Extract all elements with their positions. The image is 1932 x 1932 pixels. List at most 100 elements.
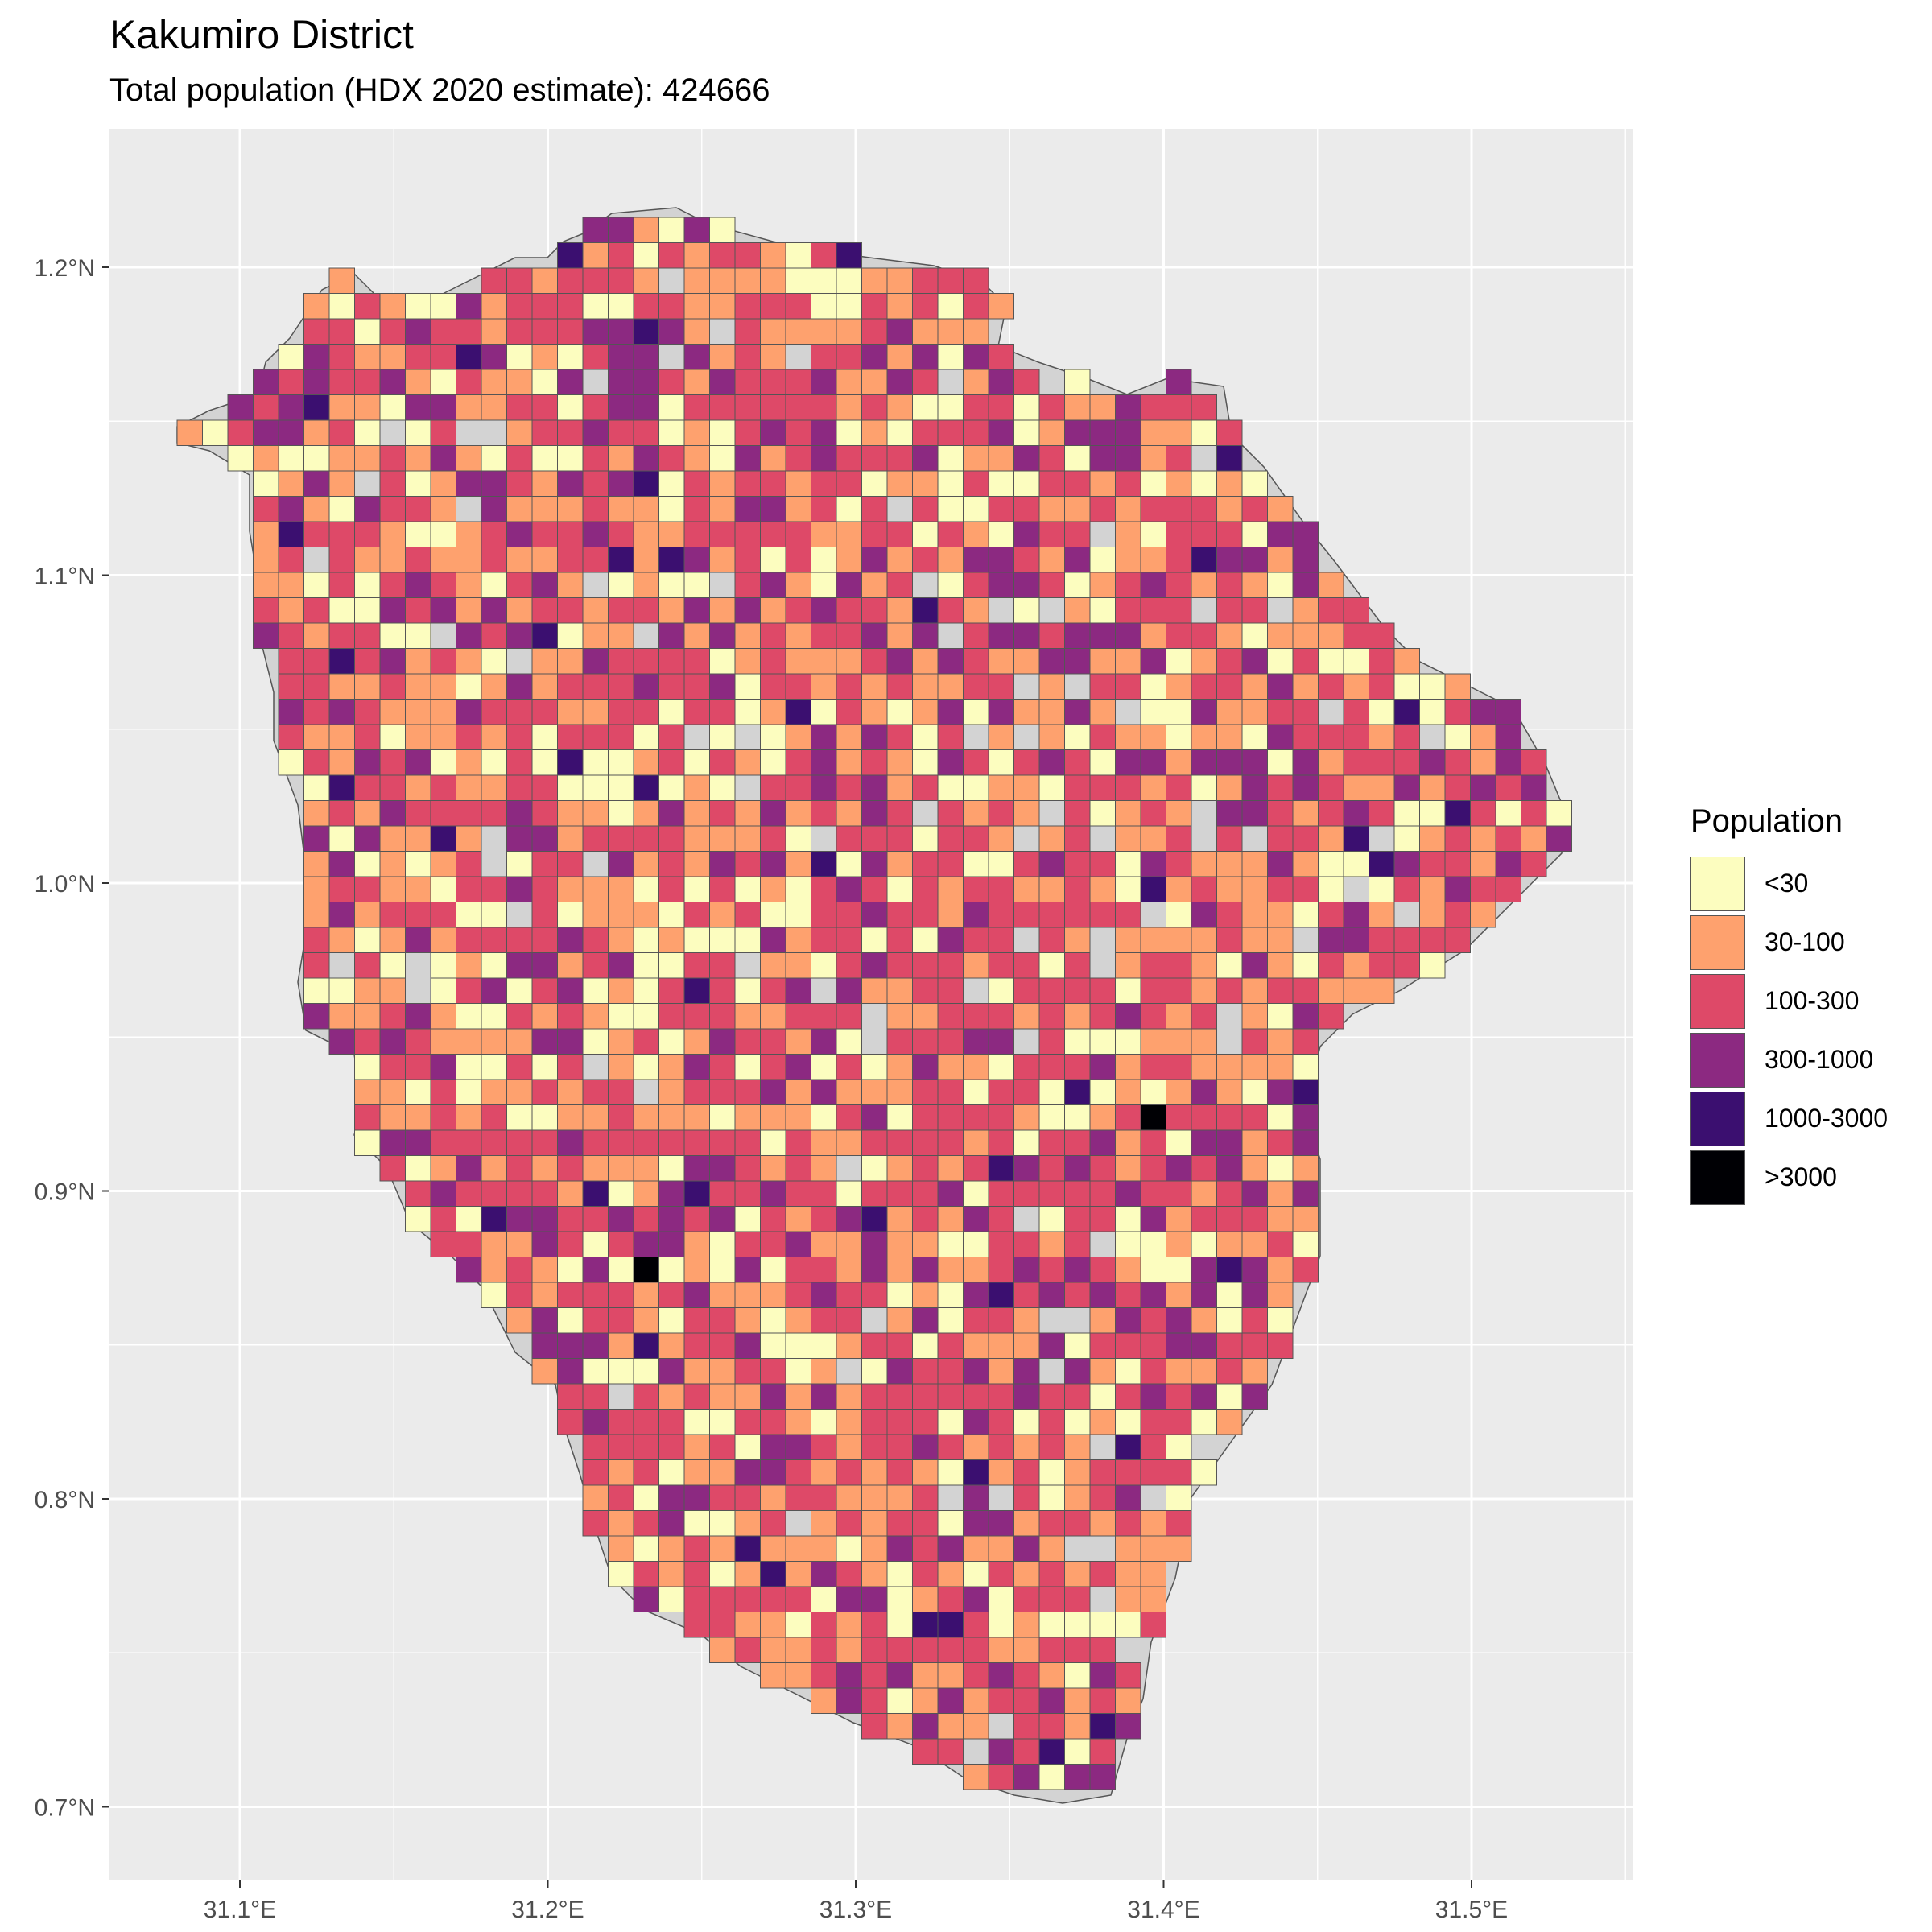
population-cell — [988, 1383, 1014, 1410]
population-cell — [963, 825, 989, 852]
population-cell — [430, 597, 456, 624]
population-cell — [1267, 1307, 1294, 1334]
population-cell — [734, 749, 761, 776]
population-cell — [937, 572, 964, 598]
population-cell — [1191, 521, 1217, 547]
population-cell — [760, 1612, 786, 1638]
population-cell — [379, 547, 406, 573]
population-cell — [836, 1206, 862, 1232]
population-cell — [709, 1484, 736, 1511]
population-cell — [658, 851, 685, 877]
population-cell — [861, 1434, 888, 1460]
population-cell — [1064, 1510, 1091, 1537]
population-cell — [481, 1282, 507, 1308]
population-cell — [861, 572, 888, 598]
population-cell — [785, 724, 811, 750]
population-cell — [709, 927, 736, 953]
population-cell — [1216, 724, 1243, 750]
population-cell — [963, 749, 989, 776]
population-cell — [709, 267, 736, 294]
population-cell — [1166, 902, 1192, 928]
population-cell — [1166, 1383, 1192, 1410]
population-cell — [912, 293, 939, 320]
population-cell — [760, 1231, 786, 1257]
population-cell — [709, 622, 736, 649]
population-cell — [405, 825, 431, 852]
population-cell — [886, 648, 913, 675]
population-cell — [481, 800, 507, 827]
population-cell — [760, 1104, 786, 1131]
population-cell — [811, 724, 837, 750]
population-cell — [937, 1079, 964, 1105]
population-cell — [785, 774, 811, 801]
population-cell — [1368, 927, 1395, 953]
population-cell — [253, 521, 279, 547]
population-cell — [1140, 1206, 1166, 1232]
population-cell — [608, 496, 634, 522]
population-cell — [1013, 800, 1040, 827]
population-cell — [1115, 1028, 1141, 1055]
population-cell — [430, 369, 456, 395]
population-cell — [658, 774, 685, 801]
population-cell — [405, 876, 431, 902]
population-cell — [886, 1637, 913, 1663]
population-cell — [734, 1637, 761, 1663]
population-cell — [456, 1231, 482, 1257]
population-cell — [811, 242, 837, 269]
population-cell — [1089, 622, 1116, 649]
population-cell — [1064, 1180, 1091, 1207]
population-cell — [937, 902, 964, 928]
population-cell — [836, 1662, 862, 1689]
population-cell — [937, 749, 964, 776]
population-cell — [760, 1129, 786, 1156]
population-cell — [456, 597, 482, 624]
population-cell — [1267, 648, 1294, 675]
population-cell — [506, 673, 533, 700]
population-cell — [506, 470, 533, 497]
population-cell — [328, 445, 355, 472]
population-cell — [1393, 724, 1420, 750]
population-cell — [1064, 369, 1091, 395]
population-cell — [709, 1054, 736, 1080]
population-cell — [1013, 1409, 1040, 1435]
population-cell — [1038, 749, 1065, 776]
population-cell — [886, 1155, 913, 1182]
population-cell — [430, 927, 456, 953]
population-cell — [861, 1206, 888, 1232]
population-cell — [963, 1180, 989, 1207]
population-cell — [886, 318, 913, 345]
population-cell — [836, 1637, 862, 1663]
population-cell — [836, 902, 862, 928]
population-cell — [836, 774, 862, 801]
population-cell — [760, 977, 786, 1004]
population-cell — [582, 521, 609, 547]
population-cell — [303, 521, 330, 547]
population-cell — [328, 851, 355, 877]
population-cell — [1115, 800, 1141, 827]
population-cell — [1495, 724, 1521, 750]
population-cell — [1064, 724, 1091, 750]
population-cell — [1038, 1155, 1065, 1182]
population-cell — [557, 1206, 584, 1232]
population-cell — [506, 394, 533, 421]
population-cell — [988, 293, 1014, 320]
population-cell — [683, 1206, 710, 1232]
population-cell — [1089, 673, 1116, 700]
population-cell — [531, 521, 558, 547]
population-cell — [988, 1104, 1014, 1131]
population-cell — [861, 622, 888, 649]
population-cell — [430, 1155, 456, 1182]
population-cell — [785, 597, 811, 624]
population-cell — [1292, 547, 1319, 573]
population-cell — [303, 419, 330, 446]
population-cell — [1216, 851, 1243, 877]
population-cell — [1089, 1510, 1116, 1537]
population-cell — [557, 1257, 584, 1283]
population-cell — [937, 1535, 964, 1562]
population-cell — [1368, 876, 1395, 902]
population-cell — [1140, 876, 1166, 902]
population-cell — [734, 1409, 761, 1435]
population-cell — [608, 597, 634, 624]
population-cell — [405, 1206, 431, 1232]
population-cell — [1368, 622, 1395, 649]
